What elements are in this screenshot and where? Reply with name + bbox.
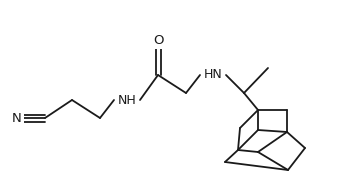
Text: O: O (153, 34, 163, 48)
Text: NH: NH (118, 93, 137, 107)
Text: N: N (12, 112, 22, 125)
Text: HN: HN (204, 68, 223, 82)
